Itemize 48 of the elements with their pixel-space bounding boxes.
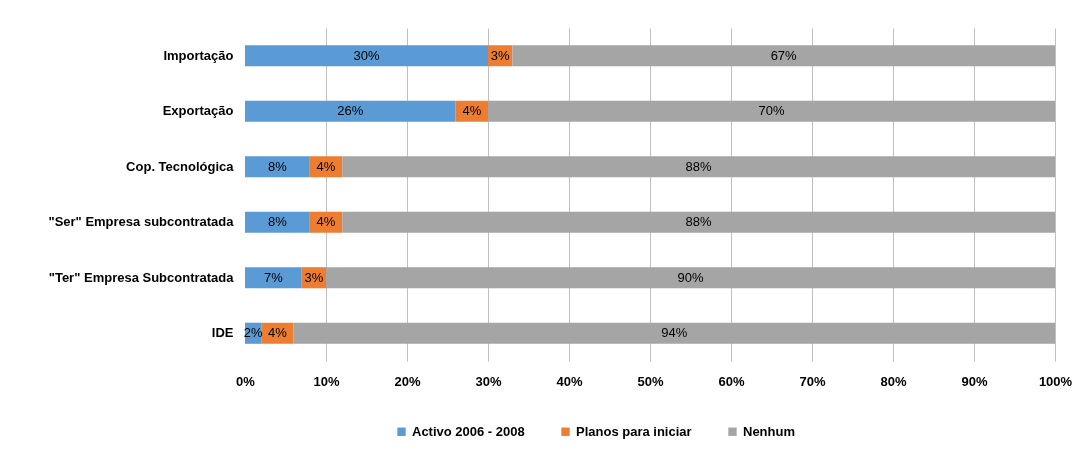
y-tick-label: Cop. Tecnológica xyxy=(126,158,235,174)
x-tick-label: 10% xyxy=(313,373,340,389)
bar xyxy=(293,322,1055,344)
data-label: 8% xyxy=(268,158,288,174)
x-tick-label: 0% xyxy=(236,373,256,389)
bar xyxy=(488,100,1055,122)
y-tick-label: Exportação xyxy=(162,103,234,119)
data-label: 4% xyxy=(316,158,336,174)
bar xyxy=(512,45,1055,67)
data-label: 3% xyxy=(304,269,324,285)
legend-label: Activo 2006 - 2008 xyxy=(412,423,525,439)
y-tick-label: IDE xyxy=(211,325,234,341)
data-label: 4% xyxy=(462,103,482,119)
x-tick-label: 70% xyxy=(799,373,826,389)
data-label: 4% xyxy=(268,325,288,341)
bar xyxy=(245,100,456,122)
x-tick-label: 90% xyxy=(961,373,988,389)
x-tick-label: 30% xyxy=(475,373,502,389)
x-tick-label: 100% xyxy=(1038,373,1073,389)
y-tick-label: Importação xyxy=(163,47,234,63)
x-tick-label: 80% xyxy=(880,373,907,389)
legend-label: Planos para iniciar xyxy=(576,423,692,439)
bar xyxy=(245,267,302,289)
data-label: 3% xyxy=(490,47,510,63)
data-label: 88% xyxy=(685,158,713,174)
data-label: 4% xyxy=(316,214,336,230)
data-label: 30% xyxy=(353,47,380,63)
data-label: 67% xyxy=(770,47,798,63)
bar xyxy=(245,211,310,233)
bar xyxy=(245,45,488,67)
data-label: 70% xyxy=(758,103,785,119)
y-tick-label: "Ter" Empresa Subcontratada xyxy=(48,269,235,285)
bar xyxy=(342,211,1055,233)
data-label: 88% xyxy=(685,214,713,230)
legend-label: Nenhum xyxy=(743,423,795,439)
x-tick-label: 60% xyxy=(718,373,745,389)
data-label: 26% xyxy=(337,103,364,119)
y-tick-label: "Ser" Empresa subcontratada xyxy=(48,214,235,230)
bar xyxy=(326,267,1055,289)
x-tick-label: 50% xyxy=(637,373,664,389)
x-tick-label: 20% xyxy=(394,373,421,389)
bar xyxy=(245,156,310,178)
data-label: 7% xyxy=(263,269,284,285)
data-label: 90% xyxy=(677,269,704,285)
bar xyxy=(342,156,1055,178)
data-label: 94% xyxy=(661,325,688,341)
x-tick-label: 40% xyxy=(556,373,583,389)
data-label: 8% xyxy=(268,214,288,230)
